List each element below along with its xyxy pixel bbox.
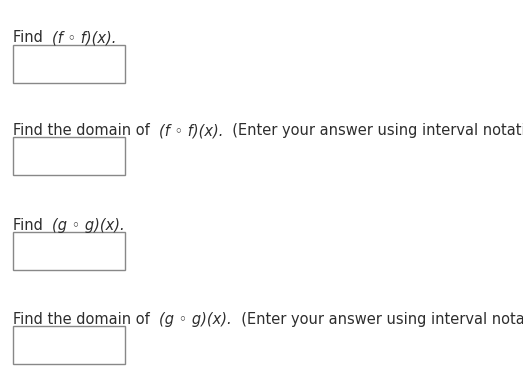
Text: (Enter your answer using interval notation.): (Enter your answer using interval notati…: [223, 123, 523, 138]
Text: (f ◦ f)(x).: (f ◦ f)(x).: [52, 30, 117, 45]
Bar: [13, 326, 125, 364]
Text: Find: Find: [13, 218, 52, 233]
Text: (f ◦ f)(x).: (f ◦ f)(x).: [159, 123, 223, 138]
Text: Find the domain of: Find the domain of: [13, 312, 159, 327]
Bar: [13, 137, 125, 175]
Text: Find: Find: [13, 30, 52, 45]
Text: (g ◦ g)(x).: (g ◦ g)(x).: [52, 218, 125, 233]
Text: (Enter your answer using interval notation.): (Enter your answer using interval notati…: [232, 312, 523, 327]
Text: (g ◦ g)(x).: (g ◦ g)(x).: [159, 312, 232, 327]
Bar: [13, 232, 125, 270]
Text: Find the domain of: Find the domain of: [13, 123, 159, 138]
Bar: [13, 45, 125, 83]
